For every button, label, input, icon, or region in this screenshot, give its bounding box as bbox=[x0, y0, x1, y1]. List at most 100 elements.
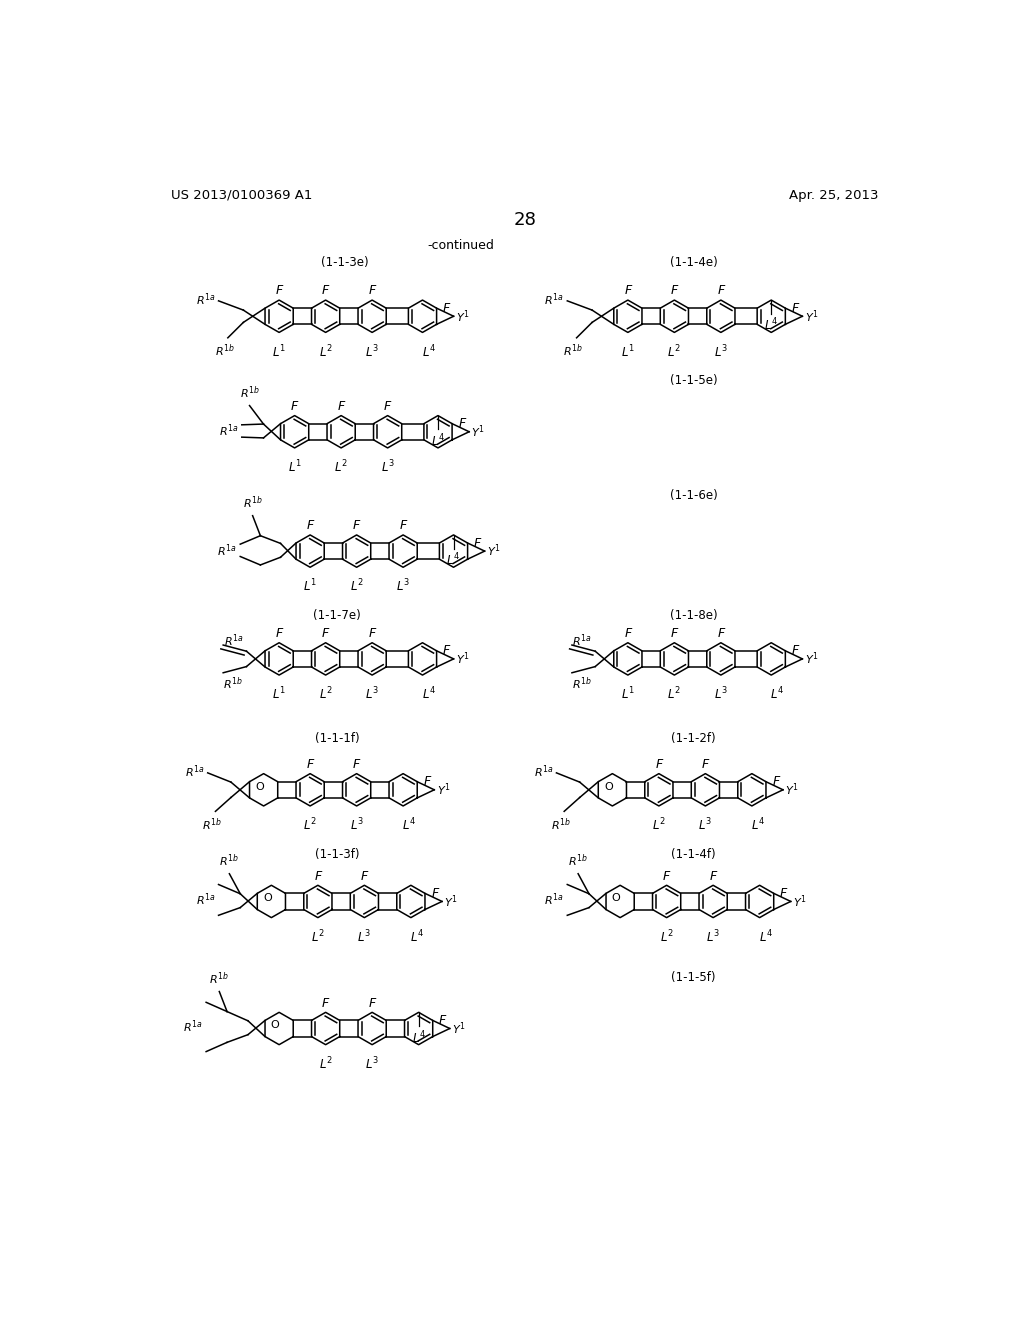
Text: (1-1-3e): (1-1-3e) bbox=[322, 256, 369, 269]
Text: (1-1-4f): (1-1-4f) bbox=[672, 847, 716, 861]
Text: (1-1-2f): (1-1-2f) bbox=[672, 733, 716, 744]
Text: $L^{4}$: $L^{4}$ bbox=[422, 343, 436, 360]
Text: $R^{1b}$: $R^{1b}$ bbox=[563, 342, 584, 359]
Text: F: F bbox=[275, 284, 283, 297]
Text: F: F bbox=[772, 775, 779, 788]
Text: $L^{2}$: $L^{2}$ bbox=[318, 343, 333, 360]
Text: $R^{1a}$: $R^{1a}$ bbox=[217, 543, 238, 558]
Text: $R^{1a}$: $R^{1a}$ bbox=[196, 891, 215, 908]
Text: $R^{1b}$: $R^{1b}$ bbox=[215, 342, 234, 359]
Text: F: F bbox=[369, 627, 376, 640]
Text: F: F bbox=[701, 758, 709, 771]
Text: F: F bbox=[275, 627, 283, 640]
Text: F: F bbox=[671, 627, 678, 640]
Text: F: F bbox=[780, 887, 787, 900]
Text: F: F bbox=[322, 284, 330, 297]
Text: $L^{2}$: $L^{2}$ bbox=[334, 459, 348, 475]
Text: $R^{1b}$: $R^{1b}$ bbox=[243, 495, 262, 511]
Text: F: F bbox=[625, 627, 632, 640]
Text: $L^{3}$: $L^{3}$ bbox=[366, 1056, 379, 1072]
Text: O: O bbox=[604, 781, 612, 792]
Text: $L^{4}$: $L^{4}$ bbox=[412, 1030, 426, 1045]
Text: F: F bbox=[314, 870, 322, 883]
Text: F: F bbox=[424, 775, 431, 788]
Text: $Y^{1}$: $Y^{1}$ bbox=[805, 308, 818, 325]
Text: $L^{1}$: $L^{1}$ bbox=[288, 459, 301, 475]
Text: $R^{1a}$: $R^{1a}$ bbox=[223, 632, 244, 648]
Text: $L^{1}$: $L^{1}$ bbox=[621, 343, 635, 360]
Text: $R^{1b}$: $R^{1b}$ bbox=[568, 853, 588, 869]
Text: $L^{4}$: $L^{4}$ bbox=[770, 686, 784, 702]
Text: $L^{2}$: $L^{2}$ bbox=[318, 1056, 333, 1072]
Text: $Y^{1}$: $Y^{1}$ bbox=[805, 651, 818, 667]
Text: $Y^{1}$: $Y^{1}$ bbox=[444, 894, 458, 909]
Text: F: F bbox=[655, 758, 663, 771]
Text: $L^{1}$: $L^{1}$ bbox=[272, 343, 286, 360]
Text: Apr. 25, 2013: Apr. 25, 2013 bbox=[790, 189, 879, 202]
Text: F: F bbox=[291, 400, 298, 413]
Text: $R^{1b}$: $R^{1b}$ bbox=[209, 970, 229, 987]
Text: $Y^{1}$: $Y^{1}$ bbox=[452, 1020, 466, 1036]
Text: $L^{1}$: $L^{1}$ bbox=[303, 578, 317, 594]
Text: F: F bbox=[322, 627, 330, 640]
Text: F: F bbox=[360, 870, 368, 883]
Text: $R^{1b}$: $R^{1b}$ bbox=[240, 384, 259, 401]
Text: $L^{2}$: $L^{2}$ bbox=[668, 686, 681, 702]
Text: $R^{1b}$: $R^{1b}$ bbox=[551, 816, 571, 833]
Text: F: F bbox=[369, 997, 376, 1010]
Text: F: F bbox=[353, 758, 360, 771]
Text: $L^{2}$: $L^{2}$ bbox=[652, 817, 666, 833]
Text: $R^{1a}$: $R^{1a}$ bbox=[572, 632, 592, 648]
Text: -continued: -continued bbox=[428, 239, 495, 252]
Text: $L^{3}$: $L^{3}$ bbox=[714, 686, 728, 702]
Text: $L^{3}$: $L^{3}$ bbox=[349, 817, 364, 833]
Text: $R^{1a}$: $R^{1a}$ bbox=[534, 763, 553, 780]
Text: $Y^{1}$: $Y^{1}$ bbox=[456, 308, 470, 325]
Text: (1-1-5e): (1-1-5e) bbox=[670, 374, 718, 387]
Text: $L^{4}$: $L^{4}$ bbox=[759, 928, 773, 945]
Text: O: O bbox=[255, 781, 264, 792]
Text: F: F bbox=[306, 758, 313, 771]
Text: $L^{3}$: $L^{3}$ bbox=[366, 343, 379, 360]
Text: $Y^{1}$: $Y^{1}$ bbox=[794, 894, 807, 909]
Text: $L^{4}$: $L^{4}$ bbox=[402, 817, 417, 833]
Text: $Y^{1}$: $Y^{1}$ bbox=[785, 781, 799, 799]
Text: $Y^{1}$: $Y^{1}$ bbox=[471, 424, 485, 440]
Text: O: O bbox=[611, 894, 621, 903]
Text: F: F bbox=[792, 302, 799, 314]
Text: $R^{1b}$: $R^{1b}$ bbox=[203, 816, 222, 833]
Text: F: F bbox=[710, 870, 717, 883]
Text: $L^{3}$: $L^{3}$ bbox=[381, 459, 394, 475]
Text: $L^{2}$: $L^{2}$ bbox=[303, 817, 317, 833]
Text: $L^{4}$: $L^{4}$ bbox=[422, 686, 436, 702]
Text: F: F bbox=[439, 1014, 446, 1027]
Text: F: F bbox=[474, 536, 481, 549]
Text: $L^{4}$: $L^{4}$ bbox=[751, 817, 765, 833]
Text: $L^{1}$: $L^{1}$ bbox=[272, 686, 286, 702]
Text: F: F bbox=[663, 870, 671, 883]
Text: F: F bbox=[384, 400, 391, 413]
Text: F: F bbox=[322, 997, 330, 1010]
Text: $L^{1}$: $L^{1}$ bbox=[621, 686, 635, 702]
Text: O: O bbox=[263, 894, 271, 903]
Text: F: F bbox=[369, 284, 376, 297]
Text: $Y^{1}$: $Y^{1}$ bbox=[487, 543, 501, 560]
Text: $L^{3}$: $L^{3}$ bbox=[396, 578, 410, 594]
Text: $R^{1a}$: $R^{1a}$ bbox=[545, 891, 564, 908]
Text: F: F bbox=[338, 400, 345, 413]
Text: $L^{4}$: $L^{4}$ bbox=[764, 317, 778, 334]
Text: $L^{3}$: $L^{3}$ bbox=[707, 928, 720, 945]
Text: F: F bbox=[625, 284, 632, 297]
Text: (1-1-1f): (1-1-1f) bbox=[315, 733, 359, 744]
Text: $L^{2}$: $L^{2}$ bbox=[318, 686, 333, 702]
Text: $R^{1a}$: $R^{1a}$ bbox=[185, 763, 205, 780]
Text: $Y^{1}$: $Y^{1}$ bbox=[436, 781, 451, 799]
Text: F: F bbox=[717, 627, 725, 640]
Text: $L^{4}$: $L^{4}$ bbox=[431, 433, 445, 449]
Text: US 2013/0100369 A1: US 2013/0100369 A1 bbox=[171, 189, 312, 202]
Text: (1-1-3f): (1-1-3f) bbox=[315, 847, 359, 861]
Text: $L^{3}$: $L^{3}$ bbox=[714, 343, 728, 360]
Text: F: F bbox=[443, 302, 451, 314]
Text: 28: 28 bbox=[513, 211, 537, 228]
Text: (1-1-8e): (1-1-8e) bbox=[670, 609, 718, 622]
